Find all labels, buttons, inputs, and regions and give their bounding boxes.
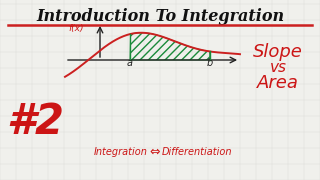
Text: Introduction To Integration: Introduction To Integration — [36, 8, 284, 25]
Text: f(x): f(x) — [68, 24, 84, 33]
Text: Differentiation: Differentiation — [162, 147, 233, 157]
Text: vs: vs — [269, 60, 286, 75]
Text: a: a — [127, 58, 133, 68]
Text: ⇔: ⇔ — [150, 145, 160, 159]
Text: b: b — [207, 58, 213, 68]
Text: Area: Area — [257, 74, 299, 92]
Text: #2: #2 — [6, 101, 64, 143]
Text: Slope: Slope — [253, 43, 303, 61]
Text: Integration: Integration — [94, 147, 148, 157]
